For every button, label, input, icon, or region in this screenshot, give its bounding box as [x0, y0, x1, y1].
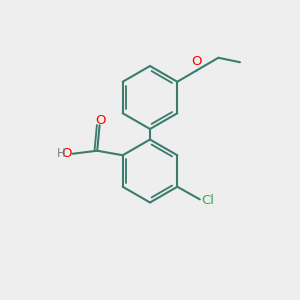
- Text: H: H: [57, 147, 66, 160]
- Text: O: O: [61, 147, 72, 160]
- Text: O: O: [191, 55, 202, 68]
- Text: O: O: [95, 114, 106, 127]
- Text: Cl: Cl: [201, 194, 214, 207]
